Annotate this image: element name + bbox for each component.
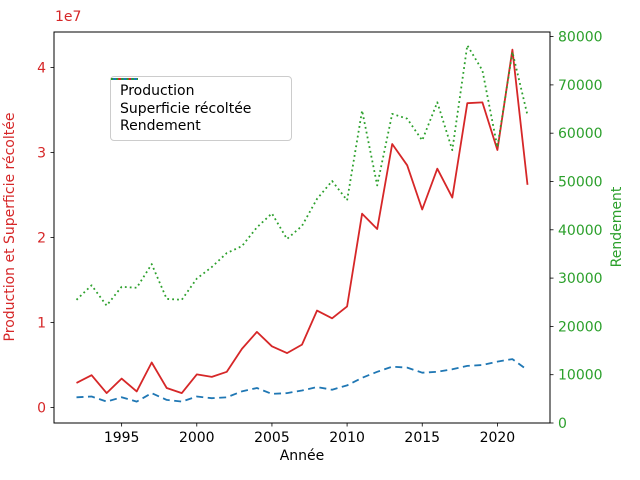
- legend-item-production: Production: [111, 78, 282, 100]
- series-line-0-solid: [76, 48, 529, 395]
- legend-item-superficie: Superficie récoltée: [111, 78, 282, 118]
- legend-label-rendement: Rendement: [120, 118, 201, 135]
- left-axis-label: Production et Superficie récoltée: [2, 112, 18, 342]
- legend-label-superficie: Superficie récoltée: [120, 100, 252, 117]
- axes-frame: [53, 31, 551, 424]
- right-tick-label: 60000: [558, 126, 603, 142]
- x-tick-label: 2005: [254, 430, 290, 446]
- left-tick-label: 0: [37, 401, 46, 417]
- right-tick-label: 40000: [558, 223, 603, 239]
- x-tick-label: 2020: [480, 430, 516, 446]
- right-tick-label: 10000: [558, 368, 603, 384]
- left-tick-label: 4: [37, 61, 46, 77]
- x-axis-label: Année: [279, 448, 325, 464]
- left-tick-label: 3: [37, 146, 46, 162]
- series-line-2-dotted: [75, 44, 529, 307]
- right-tick-label: 70000: [558, 78, 603, 94]
- left-tick-label: 1: [37, 316, 46, 332]
- left-axis-offset-text: 1e7: [55, 9, 82, 25]
- right-tick-label: 0: [558, 416, 567, 432]
- left-tick-label: 2: [37, 231, 46, 247]
- rendement-line-swatch: [111, 78, 138, 80]
- legend-item-rendement: Rendement: [111, 78, 282, 135]
- right-axis-label: Rendement: [609, 186, 625, 268]
- legend: Production Superficie récoltée Rendement: [110, 76, 292, 141]
- right-tick-label: 80000: [558, 30, 603, 46]
- series-line-1-dashed: [76, 358, 529, 403]
- right-tick-label: 20000: [558, 319, 603, 335]
- x-tick-label: 2015: [404, 430, 440, 446]
- x-tick-label: 2000: [179, 430, 215, 446]
- right-tick-label: 30000: [558, 271, 603, 287]
- legend-label-production: Production: [120, 82, 195, 99]
- x-tick-label: 2010: [329, 430, 365, 446]
- x-tick-label: 1995: [104, 430, 140, 446]
- right-tick-label: 50000: [558, 174, 603, 190]
